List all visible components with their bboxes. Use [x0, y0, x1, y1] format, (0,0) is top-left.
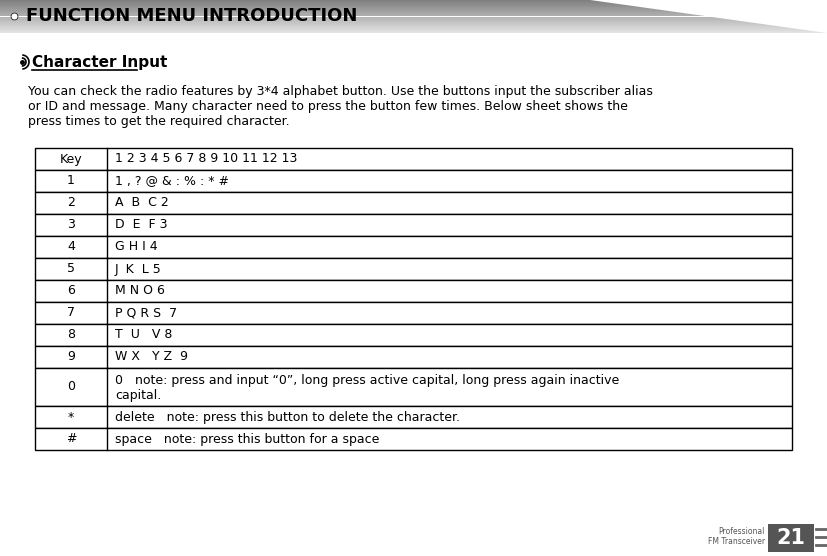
Text: 21: 21	[777, 528, 805, 548]
Text: #: #	[66, 433, 76, 445]
Bar	[0, 31, 827, 32]
Bar	[0, 2, 827, 3]
Text: 0   note: press and input “0”, long press active capital, long press again inact: 0 note: press and input “0”, long press …	[115, 374, 619, 387]
Bar	[0, 14, 827, 15]
Text: Character Input: Character Input	[32, 54, 167, 70]
Bar	[0, 27, 827, 28]
Bar	[35, 148, 792, 170]
Text: A  B  C 2: A B C 2	[115, 196, 169, 210]
Bar	[35, 280, 792, 302]
Bar	[0, 6, 827, 7]
Bar	[0, 13, 827, 14]
Bar	[0, 24, 827, 25]
Bar	[0, 21, 827, 22]
Bar	[35, 428, 792, 450]
Bar	[35, 192, 792, 214]
Bar	[0, 16, 827, 17]
Text: P Q R S  7: P Q R S 7	[115, 306, 177, 320]
FancyBboxPatch shape	[35, 148, 792, 170]
Polygon shape	[590, 0, 827, 33]
Bar	[0, 3, 827, 4]
Text: 8: 8	[67, 329, 75, 341]
Bar	[768, 524, 814, 552]
Bar	[35, 170, 792, 192]
Text: FM Transceiver: FM Transceiver	[708, 538, 765, 547]
Text: 1: 1	[67, 175, 75, 187]
Bar	[0, 26, 827, 27]
Bar	[0, 25, 827, 26]
Text: 6: 6	[67, 285, 75, 297]
Bar	[35, 214, 792, 236]
Text: 2: 2	[67, 196, 75, 210]
Text: 4: 4	[67, 241, 75, 254]
Bar	[0, 15, 827, 16]
Bar	[35, 302, 792, 324]
Text: 5: 5	[67, 262, 75, 276]
Text: 9: 9	[67, 350, 75, 364]
Bar	[35, 258, 792, 280]
Bar	[0, 17, 827, 18]
Text: 3: 3	[67, 219, 75, 231]
Bar	[35, 346, 792, 368]
Text: 0: 0	[67, 380, 75, 394]
Text: 1 2 3 4 5 6 7 8 9 10 11 12 13: 1 2 3 4 5 6 7 8 9 10 11 12 13	[115, 152, 298, 166]
Text: Key: Key	[60, 152, 83, 166]
Text: You can check the radio features by 3*4 alphabet button. Use the buttons input t: You can check the radio features by 3*4 …	[28, 85, 653, 98]
Bar	[0, 12, 827, 13]
Bar	[35, 368, 792, 406]
Text: Professional: Professional	[719, 527, 765, 535]
Bar	[0, 4, 827, 5]
Text: W X   Y Z  9: W X Y Z 9	[115, 350, 188, 364]
Bar	[0, 5, 827, 6]
Text: J  K  L 5: J K L 5	[115, 262, 162, 276]
Bar	[0, 11, 827, 12]
Text: or ID and message. Many character need to press the button few times. Below shee: or ID and message. Many character need t…	[28, 100, 628, 113]
Text: space   note: press this button for a space: space note: press this button for a spac…	[115, 433, 380, 445]
Bar	[0, 7, 827, 8]
Bar	[0, 22, 827, 23]
Bar	[35, 236, 792, 258]
Bar	[0, 1, 827, 2]
Bar	[0, 8, 827, 9]
Bar	[0, 29, 827, 31]
Bar	[0, 10, 827, 11]
Bar	[0, 18, 827, 19]
Text: 1 , ? @ & : % : * #: 1 , ? @ & : % : * #	[115, 175, 229, 187]
Text: press times to get the required character.: press times to get the required characte…	[28, 115, 289, 128]
Text: *: *	[68, 410, 74, 424]
Bar	[35, 324, 792, 346]
Bar	[0, 23, 827, 24]
Bar	[0, 0, 827, 1]
Bar	[0, 32, 827, 33]
Text: G H I 4: G H I 4	[115, 241, 158, 254]
Text: capital.: capital.	[115, 389, 161, 402]
Text: delete   note: press this button to delete the character.: delete note: press this button to delete…	[115, 410, 460, 424]
Text: 7: 7	[67, 306, 75, 320]
Text: D  E  F 3: D E F 3	[115, 219, 168, 231]
Bar	[0, 19, 827, 20]
Bar	[0, 9, 827, 10]
Text: FUNCTION MENU INTRODUCTION: FUNCTION MENU INTRODUCTION	[26, 7, 357, 25]
Bar	[0, 20, 827, 21]
Bar	[35, 406, 792, 428]
Bar	[0, 28, 827, 29]
Text: T  U   V 8: T U V 8	[115, 329, 172, 341]
Text: M N O 6: M N O 6	[115, 285, 165, 297]
